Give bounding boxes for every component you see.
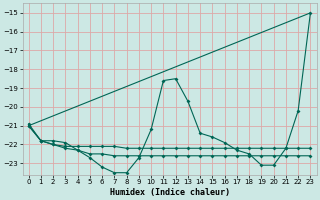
X-axis label: Humidex (Indice chaleur): Humidex (Indice chaleur) — [109, 188, 229, 197]
